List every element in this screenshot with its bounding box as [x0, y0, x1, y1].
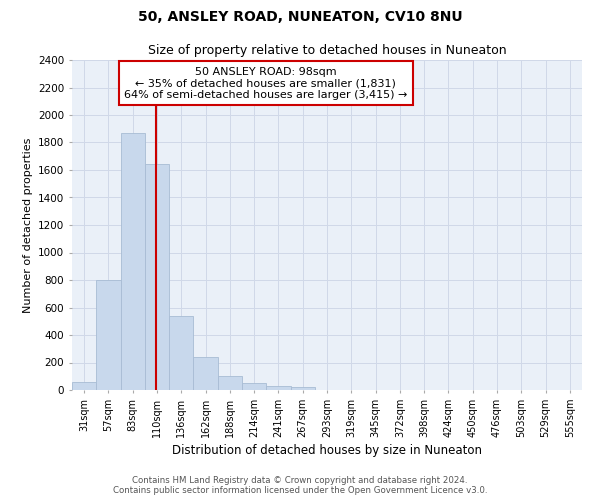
Bar — [121, 133, 145, 390]
Bar — [242, 383, 266, 390]
Text: 50 ANSLEY ROAD: 98sqm
← 35% of detached houses are smaller (1,831)
64% of semi-d: 50 ANSLEY ROAD: 98sqm ← 35% of detached … — [124, 66, 407, 100]
Bar — [145, 164, 169, 390]
Bar — [169, 316, 193, 390]
X-axis label: Distribution of detached houses by size in Nuneaton: Distribution of detached houses by size … — [172, 444, 482, 457]
Bar — [218, 376, 242, 390]
Bar — [266, 386, 290, 390]
Bar — [290, 387, 315, 390]
Title: Size of property relative to detached houses in Nuneaton: Size of property relative to detached ho… — [148, 44, 506, 58]
Bar — [96, 280, 121, 390]
Text: 50, ANSLEY ROAD, NUNEATON, CV10 8NU: 50, ANSLEY ROAD, NUNEATON, CV10 8NU — [137, 10, 463, 24]
Text: Contains HM Land Registry data © Crown copyright and database right 2024.
Contai: Contains HM Land Registry data © Crown c… — [113, 476, 487, 495]
Bar — [72, 382, 96, 390]
Bar — [193, 357, 218, 390]
Y-axis label: Number of detached properties: Number of detached properties — [23, 138, 32, 312]
